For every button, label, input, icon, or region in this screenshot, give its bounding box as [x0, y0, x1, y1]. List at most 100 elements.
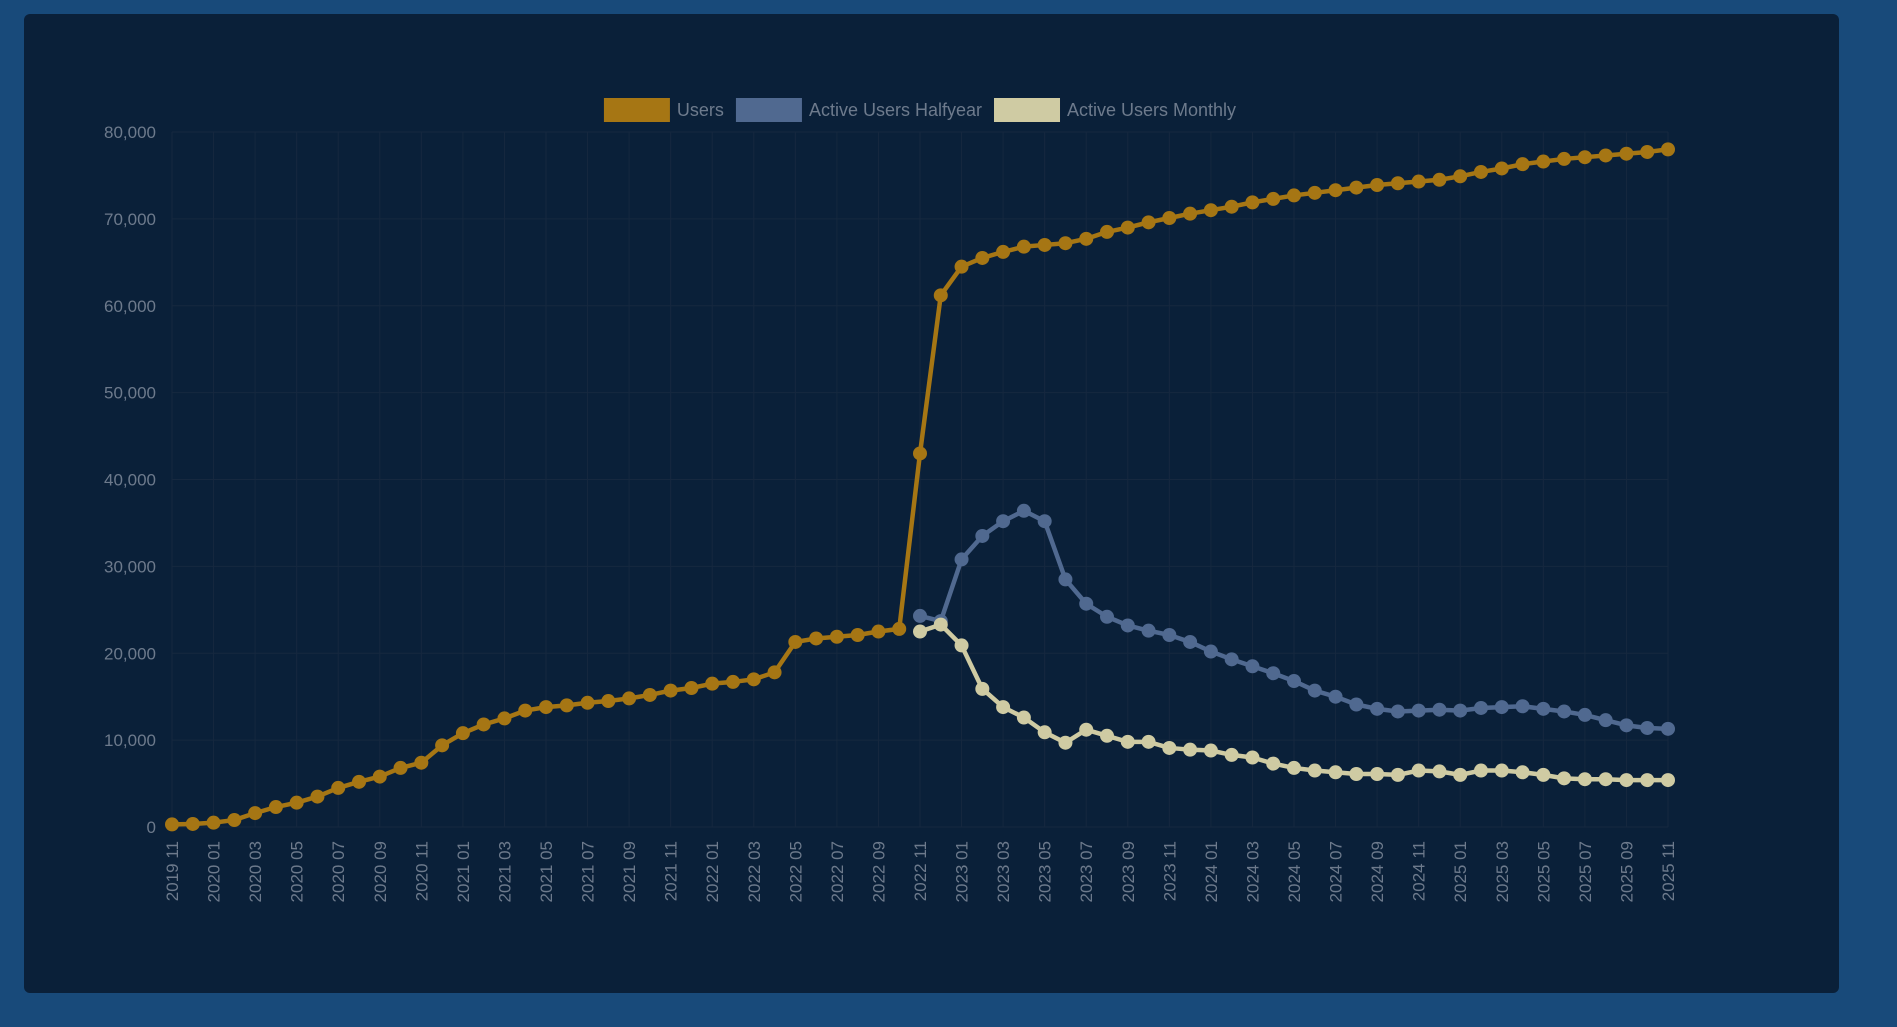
users-point: [414, 755, 429, 770]
legend-swatch: [994, 98, 1061, 122]
active-users-monthly-point: [1515, 765, 1530, 780]
users-point: [726, 674, 740, 689]
active-users-halfyear-point: [1100, 609, 1114, 624]
active-users-monthly-point: [1203, 743, 1218, 758]
active-users-monthly-point: [1370, 767, 1385, 782]
x-tick-label: 2025 03: [1493, 841, 1512, 902]
y-tick-label: 40,000: [104, 471, 156, 490]
active-users-halfyear-point: [1411, 703, 1426, 718]
users-point: [372, 769, 387, 784]
x-tick-label: 2023 05: [1036, 841, 1055, 902]
active-users-monthly-point: [1266, 756, 1281, 771]
users-point: [580, 695, 595, 710]
x-tick-label: 2025 01: [1451, 841, 1470, 902]
active-users-halfyear-point: [1536, 701, 1551, 716]
active-users-halfyear-point: [1661, 721, 1675, 736]
x-tick-label: 2022 05: [786, 841, 805, 902]
x-tick-label: 2020 03: [246, 841, 265, 902]
users-point: [1162, 211, 1177, 226]
line-chart: Users Active Users Halfyear Active Users M…: [104, 98, 1678, 902]
x-tick-label: 2020 07: [329, 841, 348, 902]
users-point: [393, 760, 408, 775]
x-tick-label: 2022 11: [911, 841, 930, 901]
x-tick-label: 2025 05: [1534, 841, 1553, 902]
legend-swatch: [603, 98, 670, 122]
active-users-monthly-point: [913, 624, 927, 639]
active-users-monthly-point: [1474, 763, 1488, 778]
active-users-halfyear-point: [1474, 700, 1488, 715]
users-point: [954, 259, 969, 274]
active-users-monthly-point: [1307, 763, 1322, 778]
active-users-monthly-point: [1141, 734, 1156, 749]
active-users-halfyear-point: [1640, 720, 1655, 735]
users-point: [1661, 142, 1675, 157]
x-tick-label: 2024 11: [1410, 841, 1429, 901]
y-tick-label: 50,000: [104, 384, 156, 403]
active-users-monthly-point: [1079, 722, 1094, 737]
legend-swatch: [735, 98, 802, 122]
users-point: [663, 683, 678, 698]
active-users-monthly-point: [1494, 763, 1509, 778]
series: [165, 142, 1675, 832]
active-users-monthly-point: [1411, 763, 1426, 778]
users-point: [1016, 239, 1031, 254]
users-point: [871, 624, 886, 639]
active-users-halfyear-point: [1619, 718, 1634, 733]
chart-card: Users Active Users Halfyear Active Users M…: [24, 14, 1839, 993]
users-point: [1390, 176, 1405, 191]
users-point: [850, 628, 865, 643]
x-tick-label: 2024 09: [1368, 841, 1387, 902]
x-tick-label: 2022 01: [703, 841, 722, 902]
active-users-monthly-point: [1058, 735, 1073, 750]
x-tick-label: 2023 07: [1077, 841, 1096, 902]
users-point: [476, 717, 491, 732]
active-users-monthly-point: [1453, 767, 1468, 782]
users-point: [268, 800, 283, 815]
active-users-monthly-point: [1037, 725, 1052, 740]
x-tick-label: 2023 09: [1119, 841, 1138, 902]
users-point: [331, 780, 346, 795]
users-point: [1370, 177, 1385, 192]
active-users-halfyear-point: [1598, 713, 1613, 728]
active-users-monthly-point: [1536, 767, 1551, 782]
active-users-halfyear-point: [1162, 628, 1177, 643]
active-users-halfyear-point: [1141, 623, 1156, 638]
x-axis: 2019 11 2020 01 2020 03 2020 05 2020 07 2020 …: [163, 841, 1678, 902]
x-tick-label: 2021 03: [495, 841, 514, 902]
x-tick-label: 2019 11: [163, 841, 182, 901]
active-users-halfyear-point: [1390, 704, 1405, 719]
x-tick-label: 2023 11: [1160, 841, 1179, 901]
active-users-monthly-point: [1640, 773, 1655, 788]
active-users-monthly-point: [1390, 767, 1405, 782]
active-users-monthly-point: [1224, 747, 1239, 762]
active-users-monthly-point: [1162, 740, 1177, 755]
users-point: [684, 681, 699, 695]
users-point: [1037, 237, 1052, 252]
x-tick-label: 2024 07: [1327, 841, 1346, 902]
active-users-monthly-point: [1661, 773, 1675, 788]
users-point: [1557, 151, 1572, 166]
users-point: [1577, 150, 1592, 165]
users-point: [809, 631, 824, 646]
grid: [171, 131, 1669, 828]
active-users-monthly-point: [996, 700, 1011, 715]
active-users-halfyear-point: [1515, 699, 1530, 714]
users-point: [975, 250, 990, 265]
active-users-halfyear-point: [996, 514, 1011, 529]
active-users-halfyear-point: [1120, 618, 1135, 633]
x-tick-label: 2024 03: [1243, 841, 1262, 902]
users-point: [1245, 195, 1260, 210]
users-point: [1411, 174, 1426, 189]
y-axis: 0 10,000 20,000 30,000 40,000 50,000 60,000 70,…: [104, 123, 156, 837]
users-point: [1079, 231, 1094, 246]
active-users-monthly-point: [1120, 734, 1135, 749]
legend-label: Active Users Monthly: [1067, 100, 1236, 120]
active-users-monthly-point: [1598, 772, 1613, 787]
active-users-halfyear-point: [1224, 652, 1239, 667]
users-point: [518, 703, 533, 718]
active-users-halfyear-point: [1370, 701, 1385, 716]
users-point: [165, 817, 179, 832]
users-point: [622, 691, 637, 706]
active-users-monthly-point: [1349, 767, 1364, 782]
users-point: [1058, 236, 1073, 251]
